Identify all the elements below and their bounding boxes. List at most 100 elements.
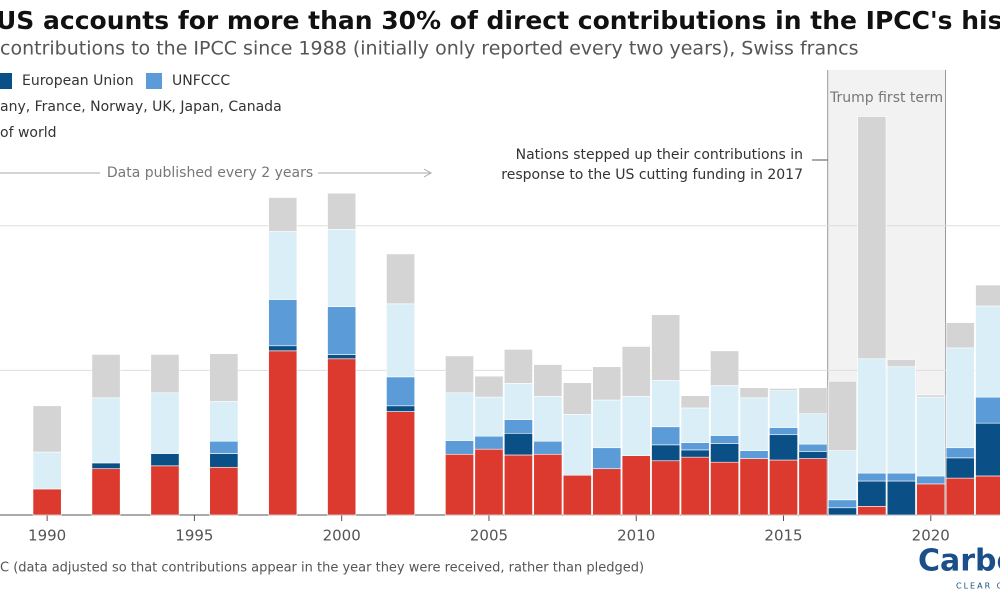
bar-segment [268,350,298,516]
bar-segment [503,349,533,384]
annotation: Nations stepped up their contributions i… [516,147,803,163]
bar-segment [503,454,533,516]
legend-swatch [0,73,12,89]
legend-swatch [146,73,162,89]
bar-segment [91,468,121,516]
bar-segment [533,453,563,516]
bar-segment [562,474,592,516]
bar-segment [150,354,180,394]
x-tick-label: 2015 [764,527,802,545]
logo: Carbo [918,544,1000,579]
bar-segment [533,396,563,442]
bar-segment [710,350,740,386]
bar-segment [327,192,357,230]
bar-segment [945,347,975,449]
bar-segment [651,460,681,516]
bar-segment [827,380,857,451]
x-tick-label: 1990 [28,527,66,545]
bar-segment [769,427,798,436]
bar-segment [916,475,946,485]
bar-segment [945,477,975,516]
bar-segment [592,468,622,516]
bar-segment [445,440,474,455]
bar-segment [975,475,1000,516]
bar-segment [916,483,946,516]
bar-segment [621,396,651,456]
bar-segment [91,397,121,464]
bar-segment [769,390,798,428]
bar-segment [857,472,887,482]
x-tick-label: 1995 [175,527,213,545]
bar-segment [268,299,298,347]
bar-segment [975,396,1000,424]
bar-segment [209,401,239,442]
logo-tagline: CLEAR O [956,582,1000,591]
bar-segment [91,354,121,399]
bar-segment [710,435,740,444]
bar-segment [739,387,769,399]
bar-segment [886,366,916,474]
x-tick-label: 2020 [912,527,950,545]
bar-segment [533,440,563,455]
legend-label: European Union [22,73,134,89]
bar-segment [474,448,504,516]
bar-segment [769,434,798,461]
legend-label: UNFCCC [172,73,230,89]
bar-segment [91,462,121,470]
chart-subtitle: contributions to the IPCC since 1988 (in… [0,38,859,60]
bar-segment [327,229,357,308]
bar-segment [209,353,239,402]
bar-segment [857,116,887,360]
bar-segment [798,458,828,516]
bar-segment [945,322,975,349]
bar-segment [886,359,916,368]
bar-segment [857,358,887,474]
bar-segment [445,392,474,441]
chart-title: US accounts for more than 30% of direct … [0,6,1000,35]
legend-label: of world [0,125,57,141]
bar-segment [268,231,298,300]
bar-segment [651,380,681,428]
x-tick-label: 2005 [470,527,508,545]
bar-segment [268,197,298,232]
bar-segment [386,405,416,412]
bar-segment [769,459,798,516]
bar-segment [386,411,416,516]
bar-segment [651,314,681,381]
bar-segment [474,435,504,450]
bar-segment [32,488,62,516]
bar-segment [592,447,622,470]
bar-segment [769,388,798,391]
bar-segment [975,284,1000,307]
bar-segment [857,506,887,516]
bar-segment [680,449,710,458]
legend-label: any, France, Norway, UK, Japan, Canada [0,99,282,115]
bar-segment [945,447,975,459]
bar-segment [680,407,710,443]
bar-segment [710,443,740,463]
bar-segment [533,364,563,397]
bar-segment [680,395,710,409]
bar-segment [386,376,416,407]
bar-segment [327,354,357,360]
bar-segment [386,253,416,305]
bar-segment [798,413,828,445]
bar-segment [651,444,681,462]
bar-segment [621,346,651,397]
bar-segment [474,375,504,398]
bar-segment [916,394,946,398]
bar-segment [209,440,239,454]
bar-segment [739,397,769,451]
bar-segment [150,392,180,454]
bar-segment [474,396,504,437]
bar-segment [445,453,474,516]
bar-segment [916,396,946,477]
bar-segment [562,414,592,476]
bar-segment [150,453,180,467]
bar-segment [827,450,857,501]
bar-segment [739,458,769,516]
bar-segment [592,399,622,449]
bar-segment [680,456,710,516]
annotation-arrow [423,168,433,178]
